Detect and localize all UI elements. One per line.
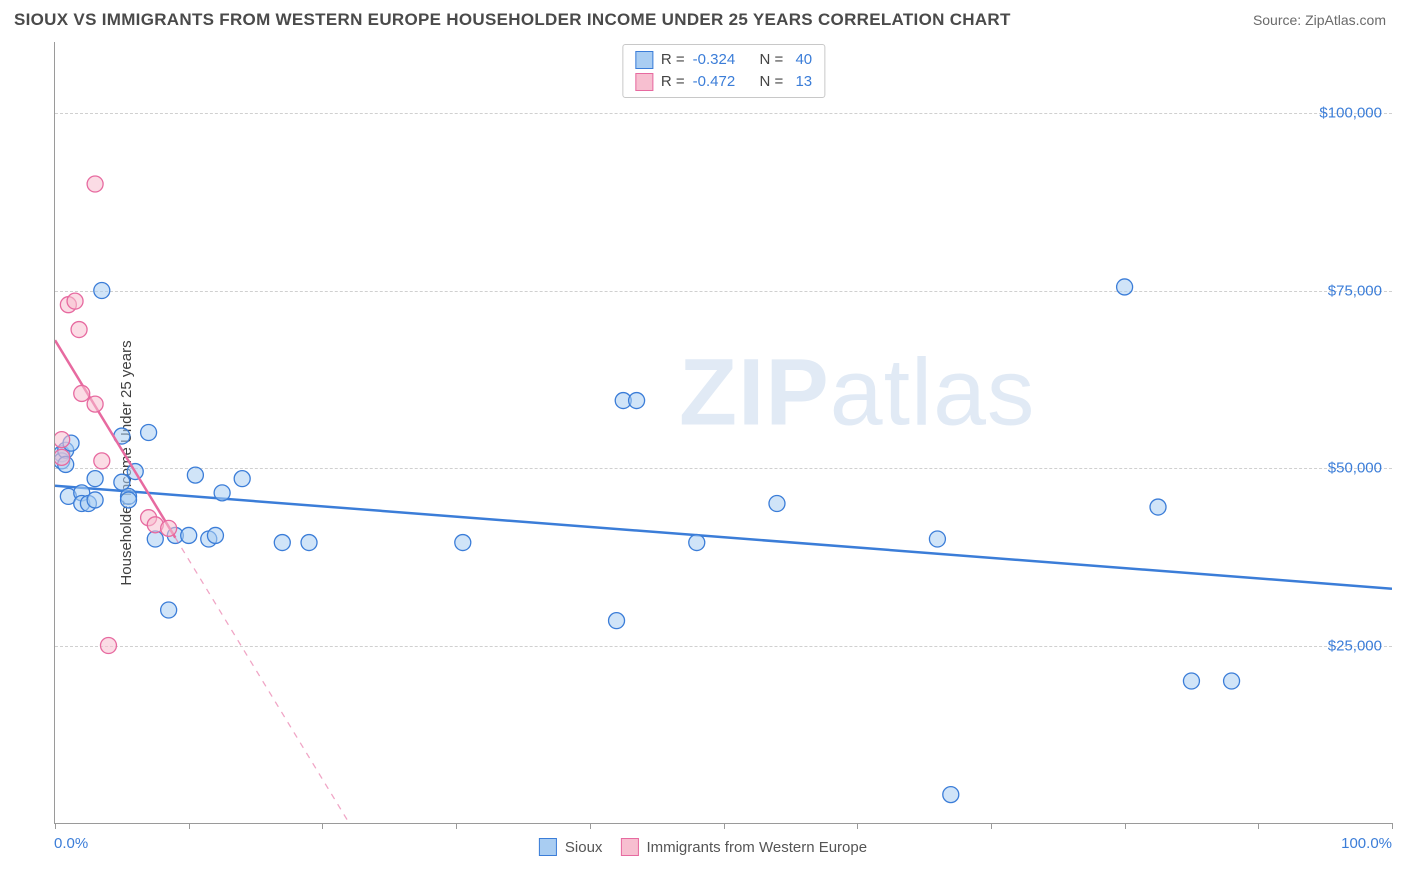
data-point: [87, 176, 103, 192]
data-point: [100, 638, 116, 654]
data-point: [274, 535, 290, 551]
data-point: [71, 322, 87, 338]
data-point: [87, 396, 103, 412]
x-tick: [857, 823, 858, 829]
data-point: [141, 425, 157, 441]
legend-label: Immigrants from Western Europe: [646, 839, 867, 856]
data-point: [87, 492, 103, 508]
plot-area: R = -0.324 N = 40R = -0.472 N = 13 ZIPat…: [54, 42, 1392, 824]
data-point: [1183, 673, 1199, 689]
data-point: [207, 527, 223, 543]
series-legend: Sioux Immigrants from Western Europe: [539, 838, 867, 856]
data-point: [67, 293, 83, 309]
legend-item: Immigrants from Western Europe: [620, 838, 867, 856]
data-point: [161, 520, 177, 536]
legend-swatch-icon: [635, 73, 653, 91]
data-point: [943, 787, 959, 803]
x-tick: [991, 823, 992, 829]
x-tick-label: 0.0%: [54, 835, 88, 852]
data-point: [161, 602, 177, 618]
legend-stat-row: R = -0.324 N = 40: [635, 49, 812, 71]
x-tick: [189, 823, 190, 829]
data-point: [929, 531, 945, 547]
legend-swatch-icon: [620, 838, 638, 856]
data-point: [94, 453, 110, 469]
data-point: [94, 283, 110, 299]
legend-swatch-icon: [635, 51, 653, 69]
data-point: [455, 535, 471, 551]
data-point: [114, 474, 130, 490]
data-point: [629, 393, 645, 409]
x-tick: [1125, 823, 1126, 829]
data-point: [181, 527, 197, 543]
data-point: [301, 535, 317, 551]
data-point: [769, 496, 785, 512]
legend-label: Sioux: [565, 839, 603, 856]
data-point: [214, 485, 230, 501]
x-tick: [322, 823, 323, 829]
data-point: [121, 492, 137, 508]
x-tick: [724, 823, 725, 829]
chart-svg: [55, 42, 1392, 823]
data-point: [1117, 279, 1133, 295]
data-point: [609, 613, 625, 629]
legend-swatch-icon: [539, 838, 557, 856]
data-point: [1224, 673, 1240, 689]
data-point: [87, 471, 103, 487]
x-tick: [590, 823, 591, 829]
legend-item: Sioux: [539, 838, 603, 856]
data-point: [55, 432, 70, 448]
data-point: [234, 471, 250, 487]
chart-title: SIOUX VS IMMIGRANTS FROM WESTERN EUROPE …: [14, 10, 1011, 30]
chart-container: Householder Income Under 25 years R = -0…: [14, 42, 1392, 884]
data-point: [74, 385, 90, 401]
x-tick: [456, 823, 457, 829]
data-point: [55, 449, 70, 465]
data-point: [1150, 499, 1166, 515]
x-tick: [1258, 823, 1259, 829]
legend-stat-row: R = -0.472 N = 13: [635, 71, 812, 93]
data-point: [689, 535, 705, 551]
x-tick: [55, 823, 56, 829]
correlation-legend: R = -0.324 N = 40R = -0.472 N = 13: [622, 44, 825, 98]
x-tick-label: 100.0%: [1341, 835, 1392, 852]
source-label: Source: ZipAtlas.com: [1253, 12, 1386, 28]
x-tick: [1392, 823, 1393, 829]
data-point: [187, 467, 203, 483]
